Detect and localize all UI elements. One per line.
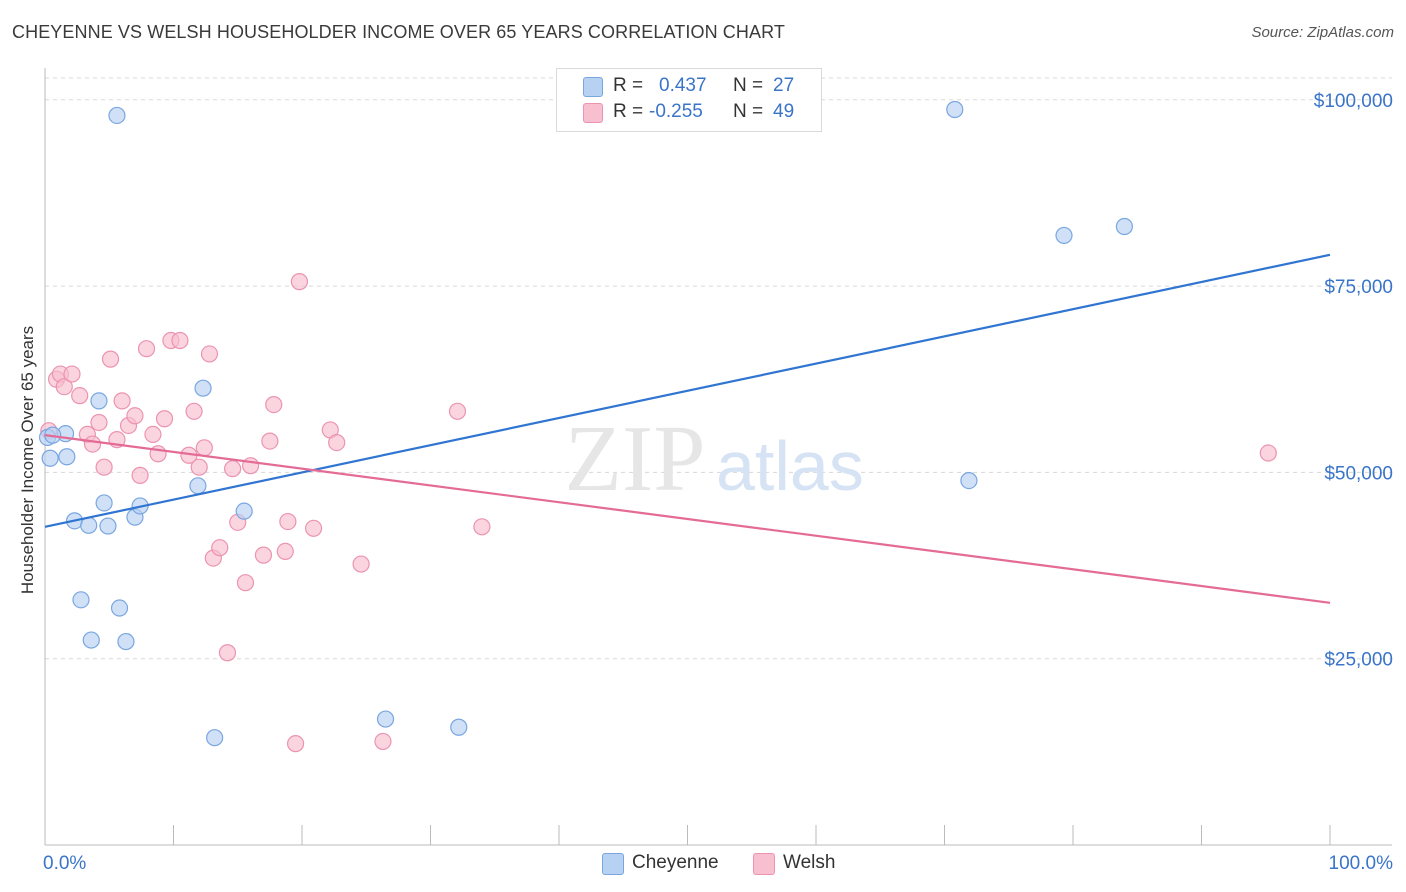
cheyenne-point — [1115, 217, 1134, 236]
source-label: Source: ZipAtlas.com — [1251, 24, 1394, 41]
cheyenne-point — [58, 448, 76, 466]
welsh-point — [200, 345, 219, 363]
cheyenne-point — [90, 392, 108, 410]
watermark-zip: ZIP — [565, 407, 706, 511]
cheyenne-point — [108, 106, 126, 125]
y-tick-label: $75,000 — [1324, 277, 1393, 298]
welsh-point — [63, 365, 81, 383]
cheyenne-point — [946, 100, 964, 119]
welsh-point — [190, 458, 208, 476]
welsh-point — [265, 395, 283, 414]
welsh-point — [473, 518, 491, 536]
bottom-legend-label-cheyenne: Cheyenne — [632, 852, 719, 873]
cheyenne-point — [194, 379, 212, 397]
y-tick-label: $25,000 — [1324, 650, 1393, 671]
legend-r-label: R = — [613, 101, 644, 122]
x-tick-label-start: 0.0% — [43, 853, 86, 874]
welsh-point — [242, 457, 260, 475]
tick-labels: $25,000 $50,000 $75,000 $100,000 0.0% 100.0% — [43, 91, 1393, 874]
cheyenne-point — [189, 477, 207, 495]
legend-swatch-welsh — [583, 103, 603, 123]
welsh-point — [374, 732, 392, 751]
welsh-point — [90, 413, 108, 432]
welsh-point — [448, 402, 467, 420]
cheyenne-point — [95, 494, 113, 512]
welsh-point — [113, 392, 131, 410]
welsh-point — [101, 350, 120, 368]
bottom-legend-label-welsh: Welsh — [783, 852, 836, 873]
welsh-point — [131, 466, 149, 484]
trend-lines — [44, 253, 1331, 604]
cheyenne-point — [82, 631, 100, 649]
bottom-legend-swatch-cheyenne — [602, 853, 624, 875]
watermark-atlas: atlas — [716, 427, 864, 505]
cheyenne-point — [450, 718, 468, 736]
chart-title: CHEYENNE VS WELSH HOUSEHOLDER INCOME OVE… — [12, 22, 785, 42]
legend-r-label: R = — [613, 75, 644, 96]
bottom-legend-swatch-welsh — [753, 853, 775, 875]
welsh-point — [236, 574, 255, 592]
legend-r-value: -0.255 — [649, 101, 703, 122]
cheyenne-point — [72, 591, 90, 609]
legend-r-value: 0.437 — [659, 75, 707, 96]
welsh-point — [276, 542, 294, 560]
welsh-point — [55, 378, 73, 396]
legend-n-label: N = — [733, 75, 764, 96]
legend-n-label: N = — [733, 101, 764, 122]
welsh-point — [1259, 444, 1277, 462]
cheyenne-point — [1055, 226, 1073, 245]
welsh-trend-line — [44, 434, 1331, 604]
cheyenne-point — [235, 502, 253, 520]
welsh-point — [304, 519, 323, 537]
welsh-point — [126, 407, 144, 425]
welsh-point — [71, 387, 89, 405]
x-tick-label-end: 100.0% — [1329, 853, 1394, 874]
cheyenne-point — [376, 710, 395, 728]
y-axis-label-wrap: Householder Income Over 65 years — [16, 300, 40, 620]
cheyenne-point — [117, 632, 135, 651]
welsh-point — [171, 331, 189, 350]
welsh-point — [144, 425, 162, 443]
welsh-point — [137, 340, 156, 358]
welsh-point — [95, 458, 113, 476]
legend-n-value: 27 — [773, 75, 795, 96]
welsh-point — [254, 546, 273, 564]
welsh-point — [224, 460, 242, 478]
welsh-point — [83, 435, 102, 453]
legend-box: R = 0.437 N = 27 R = -0.255 N = 49 — [556, 68, 822, 132]
welsh-point — [290, 273, 309, 291]
y-tick-label: $50,000 — [1324, 463, 1393, 484]
cheyenne-trend-line — [44, 253, 1331, 528]
y-tick-label: $100,000 — [1314, 91, 1393, 112]
legend-n-value: 49 — [773, 101, 795, 122]
legend-swatch-cheyenne — [583, 77, 603, 97]
gridlines — [45, 77, 1392, 660]
welsh-point — [261, 432, 279, 450]
welsh-point — [286, 735, 305, 753]
welsh-point — [218, 644, 237, 662]
cheyenne-point — [99, 517, 117, 535]
welsh-point — [352, 555, 370, 573]
welsh-point — [328, 433, 346, 452]
watermark: ZIP atlas — [565, 407, 864, 511]
cheyenne-point — [206, 729, 224, 747]
welsh-point — [211, 539, 229, 557]
welsh-point — [279, 512, 297, 531]
welsh-point — [185, 402, 203, 420]
welsh-point — [195, 439, 213, 457]
welsh-point — [155, 410, 174, 428]
cheyenne-point — [41, 449, 59, 467]
y-axis-label: Householder Income Over 65 years — [18, 325, 37, 595]
cheyenne-point — [110, 599, 129, 617]
cheyenne-point — [960, 472, 978, 490]
